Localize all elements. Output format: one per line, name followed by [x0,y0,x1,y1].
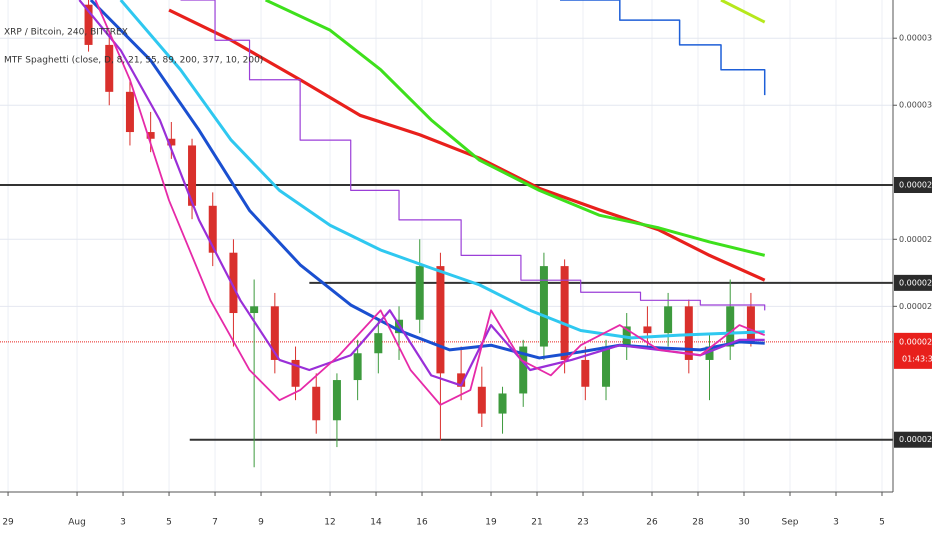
indicator-line [168,8,766,282]
candle-body [250,306,259,314]
indicator-line [720,0,766,24]
candle-body [105,44,114,92]
level-price-label: 0.00002735 [899,278,932,287]
x-tick-label: 26 [646,518,658,528]
candle-body [312,386,321,421]
candle-body [146,132,155,139]
candle-body [457,373,466,387]
x-tick-label: 21 [531,518,542,528]
x-tick-label: 28 [692,518,704,528]
candle-body [539,266,548,347]
x-tick-label: 14 [370,518,382,528]
x-tick-label: Aug [68,518,86,528]
indicator-line [560,0,766,96]
x-tick-label: 12 [324,518,335,528]
plot-area [0,0,893,468]
candle-body [353,353,362,381]
candle-body [477,386,486,414]
candle-body [498,393,507,414]
level-price-label: 0.00002881 [899,181,932,190]
indicator-line [94,0,766,406]
y-tick-label: 0.00002800 [899,235,932,244]
indicator-line [264,0,766,257]
y-tick-label: 0.00003000 [899,101,932,110]
candle-body [188,145,197,206]
candle-body [125,91,134,133]
x-tick-label: 3 [120,518,126,528]
candle-body [167,138,176,146]
candle-body [560,266,569,360]
x-tick-label: 23 [577,518,588,528]
candle-body [684,306,693,360]
indicator-line [180,0,766,311]
grid [0,0,894,492]
chart-title: XRP / Bitcoin, 240, BITTREX [4,28,128,38]
candle-body [208,205,217,253]
candle-body [84,4,93,45]
candle-body [746,306,755,342]
candle-body [374,333,383,354]
candle-body [705,346,714,360]
x-tick-label: 29 [2,518,14,528]
x-tick-label: Sep [782,518,799,528]
y-tick-label: 0.00003100 [899,34,932,43]
countdown-label: 01:43:38 [902,354,932,363]
candle-body [229,252,238,314]
candle-body [270,306,279,360]
candle-body [415,266,424,320]
x-tick-label: 16 [416,518,428,528]
candle-body [436,266,445,374]
level-price-box [894,274,932,291]
price-box [894,332,932,369]
level-price-box [894,177,932,194]
x-tick-label: 19 [485,518,497,528]
candle-body [602,346,611,387]
x-tick-label: 30 [738,518,750,528]
price-label: 0.00002647 [899,337,932,346]
indicator-line [89,0,765,360]
x-tick-label: 5 [166,518,172,528]
candle-body [643,326,652,334]
candle-body [726,306,735,347]
candle-body [664,306,673,334]
y-tick-label: 0.00002700 [899,302,932,311]
candle-body [291,359,300,387]
indicator-line [119,0,765,340]
x-tick-label: 3 [833,518,839,528]
level-price-box [894,431,932,448]
indicator-label: MTF Spaghetti (close, D, 8, 21, 55, 89, … [4,56,263,66]
x-tick-label: 7 [212,518,218,528]
x-tick-label: 5 [879,518,885,528]
candle-body [332,380,341,421]
candle-body [519,346,528,394]
candle-body [581,359,590,387]
level-price-label: 0.00002501 [899,435,932,444]
x-tick-label: 9 [258,518,264,528]
